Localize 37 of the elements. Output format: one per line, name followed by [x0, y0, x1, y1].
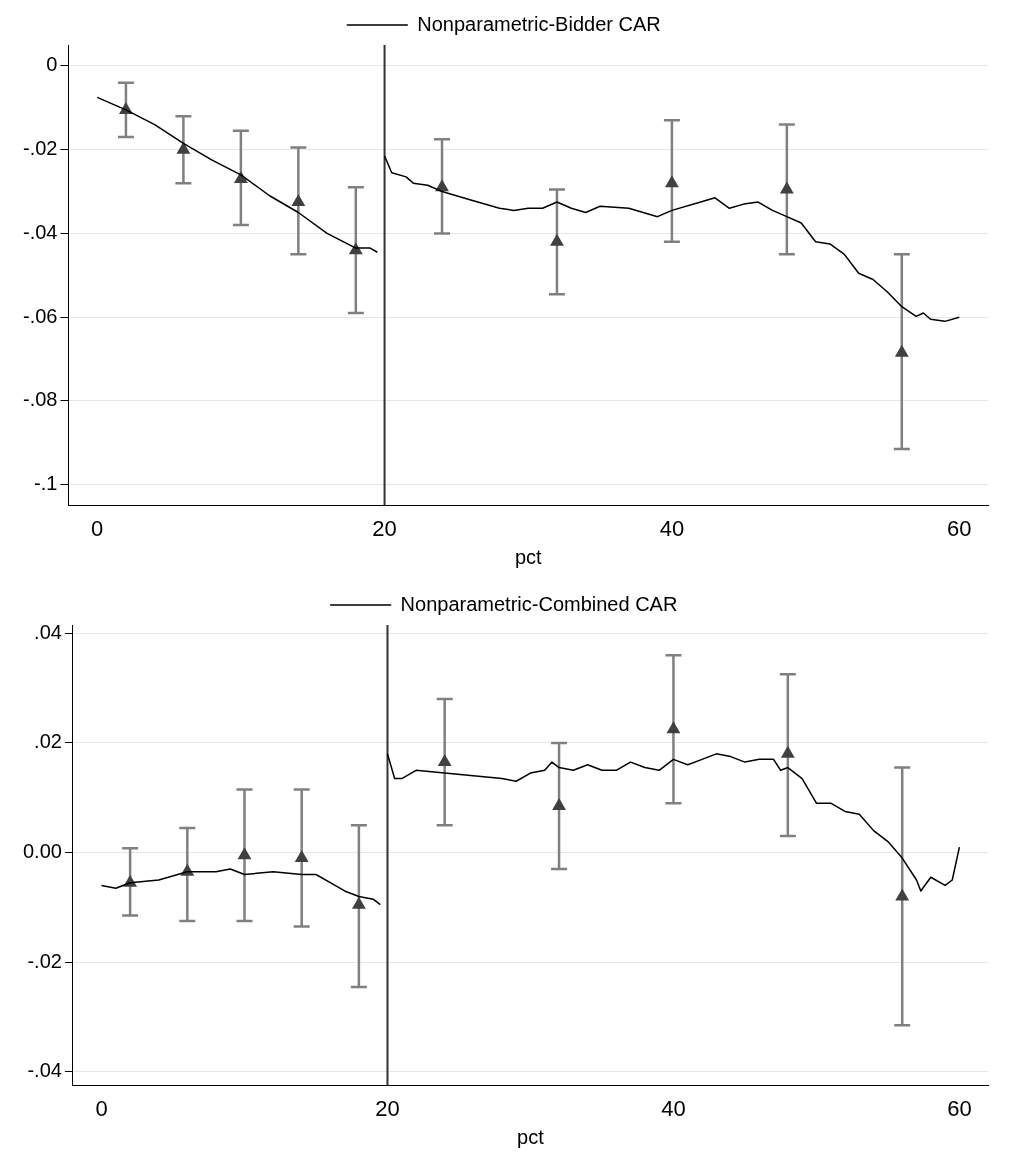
y-tick-label: -.06	[22, 304, 58, 327]
x-tick-label: 0	[95, 1095, 108, 1121]
point	[664, 175, 679, 188]
point	[552, 797, 566, 810]
x-tick-label: 0	[91, 515, 104, 541]
x-tick-label: 40	[661, 1095, 686, 1121]
point	[291, 194, 306, 207]
y-tick-label: 0	[46, 53, 58, 76]
point	[550, 233, 564, 246]
x-axis-title: pct	[514, 545, 543, 568]
x-tick-label: 40	[659, 515, 685, 541]
x-tick-label: 20	[375, 1095, 400, 1121]
y-tick-label: -.04	[27, 1059, 62, 1082]
y-tick-label: .02	[34, 730, 62, 753]
point	[176, 141, 191, 154]
point	[351, 896, 366, 909]
point	[666, 721, 681, 734]
y-tick-label: .04	[34, 620, 62, 643]
point	[237, 847, 252, 860]
legend-label: Nonparametric-Bidder CAR	[417, 12, 661, 35]
point	[437, 754, 452, 767]
legend-label: Nonparametric-Combined CAR	[400, 592, 678, 615]
y-tick-label: -.04	[22, 220, 58, 243]
x-tick-label: 60	[947, 515, 972, 541]
point	[294, 850, 309, 863]
y-tick-label: -.02	[27, 949, 62, 972]
y-tick-label: -.1	[34, 472, 58, 495]
y-tick-label: 0.00	[22, 840, 62, 863]
y-tick-label: -.08	[22, 388, 58, 411]
x-tick-label: 60	[947, 1095, 972, 1121]
y-tick-label: -.02	[22, 137, 58, 160]
point	[780, 745, 795, 758]
point	[894, 344, 909, 357]
point	[895, 888, 910, 901]
x-axis-title: pct	[517, 1125, 545, 1148]
x-tick-label: 20	[372, 515, 397, 541]
point	[779, 181, 794, 194]
